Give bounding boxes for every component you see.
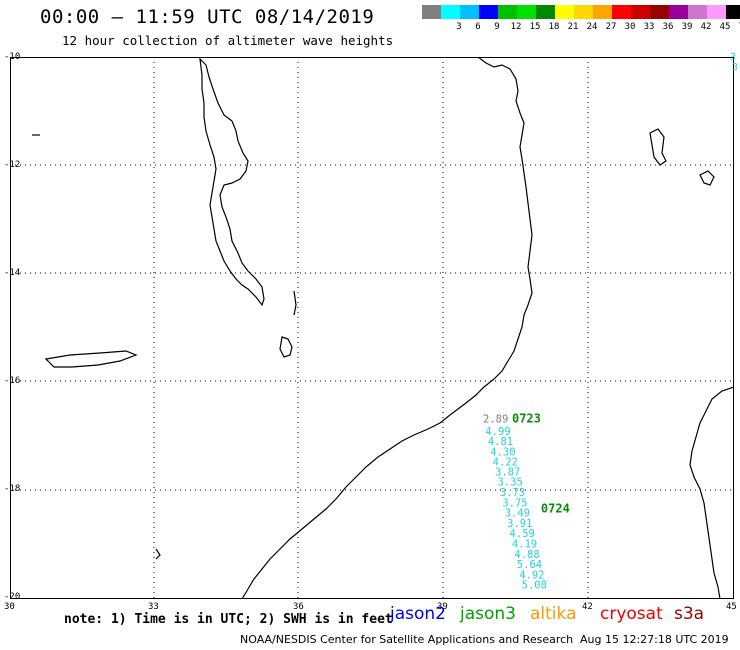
legend-label: 12 [510, 22, 522, 32]
lake-malawi [199, 57, 265, 307]
lake-feature-south [155, 548, 161, 560]
lat-label: -20 [4, 592, 21, 602]
legend-swatch [707, 5, 726, 19]
legend-label: 45 [719, 22, 731, 32]
legend-swatch [460, 5, 479, 19]
legend-swatch [574, 5, 593, 19]
lat-label: -10 [4, 52, 21, 62]
coastline [32, 57, 734, 599]
satellite-jason3: jason3 [460, 604, 516, 624]
lat-label: -14 [4, 268, 21, 278]
map-frame [10, 57, 734, 599]
legend-swatch [612, 5, 631, 19]
wave-height-value: 2.89 [483, 413, 508, 425]
legend-label: 15 [529, 22, 541, 32]
comoros-island [649, 128, 667, 166]
map-subtitle: 12 hour collection of altimeter wave hei… [62, 33, 394, 48]
legend-label: 9 [494, 22, 500, 32]
legend-swatch [498, 5, 517, 19]
wave-height-value: 5.08 [522, 580, 547, 592]
lon-label: 33 [148, 602, 159, 612]
mayotte-island [699, 170, 715, 186]
legend-label: 24 [586, 22, 598, 32]
legend-label: 3 [456, 22, 462, 32]
wave-height-value: 3.35 [497, 477, 522, 489]
legend-swatch [631, 5, 650, 19]
satellite-jason2: jason2 [390, 604, 446, 624]
wave-height-value: 4.81 [488, 436, 513, 448]
lon-label: 42 [582, 602, 593, 612]
wave-height-value: 4.88 [514, 549, 539, 561]
island-feature [293, 290, 297, 316]
wave-height-value: 4.19 [512, 539, 537, 551]
wave-height-value: 4.99 [485, 426, 510, 438]
legend-label: 21 [567, 22, 579, 32]
legend-swatch [593, 5, 612, 19]
satellite-cryosat: cryosat [600, 604, 663, 624]
legend-label: 42 [700, 22, 712, 32]
legend-label: 36 [662, 22, 674, 32]
legend-label: 27 [605, 22, 617, 32]
satellite-pass-labels: 0723 0724 [512, 411, 570, 515]
legend-swatch [555, 5, 574, 19]
legend-swatch [650, 5, 669, 19]
lon-label: 39 [437, 602, 448, 612]
pass-time-label: 0723 [512, 411, 541, 425]
river-feature [44, 350, 138, 368]
legend-label: 33 [643, 22, 655, 32]
lat-label: -12 [4, 160, 21, 170]
wave-height-value: 3.91 [507, 518, 532, 530]
legend-swatch [422, 5, 441, 19]
lon-label: 45 [726, 602, 737, 612]
pass-time-label: 0724 [541, 501, 570, 515]
wave-height-value: 4.22 [493, 457, 518, 469]
graticule [10, 57, 734, 599]
wave-height-value: 3.73 [500, 487, 525, 499]
lon-label: 30 [4, 602, 15, 612]
madagascar-coast [689, 386, 734, 599]
timestamp: Aug 15 12:27:18 UTC 2019 [580, 633, 729, 646]
wave-height-value: 4.92 [519, 569, 544, 581]
legend-label: 30 [624, 22, 636, 32]
wave-height-value: 5.64 [517, 559, 542, 571]
legend-label: 39 [681, 22, 693, 32]
lat-label: -16 [4, 376, 21, 386]
altimeter-observations: 2.894.994.814.304.223.873.353.733.753.49… [483, 413, 547, 591]
wave-height-value: 3.49 [505, 508, 530, 520]
lon-label: 36 [293, 602, 304, 612]
wave-height-value: 4.30 [490, 446, 515, 458]
legend-label: 6 [475, 22, 481, 32]
legend-swatch [441, 5, 460, 19]
credit-text: NOAA/NESDIS Center for Satellite Applica… [240, 633, 574, 646]
legend-swatch [517, 5, 536, 19]
footer-note: note: 1) Time is in UTC; 2) SWH is in fe… [64, 612, 393, 627]
legend-swatch [688, 5, 707, 19]
edge-value: 3 [730, 52, 737, 63]
legend-swatch [479, 5, 498, 19]
legend-swatch [726, 5, 740, 19]
legend-label: 70 [734, 22, 740, 32]
mozambique-coast [241, 57, 533, 599]
wave-height-map: 2.894.994.814.304.223.873.353.733.753.49… [10, 57, 734, 599]
wave-height-value: 3.87 [495, 466, 520, 478]
wave-height-value: 3.75 [502, 497, 527, 509]
wave-height-value: 4.59 [510, 528, 535, 540]
lat-label: -18 [4, 484, 21, 494]
legend-label: 18 [548, 22, 560, 32]
legend-swatch [536, 5, 555, 19]
satellite-altika: altika [530, 604, 577, 624]
lake-chilwa [279, 336, 293, 358]
legend-swatch [669, 5, 688, 19]
satellite-s3a: s3a [674, 604, 705, 624]
edge-value: 3 [732, 62, 739, 73]
map-title: 00:00 – 11:59 UTC 08/14/2019 [40, 6, 375, 28]
